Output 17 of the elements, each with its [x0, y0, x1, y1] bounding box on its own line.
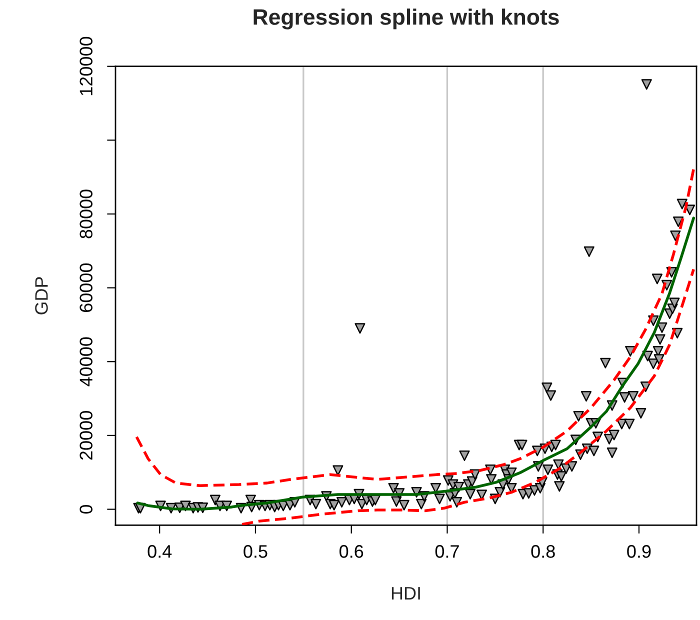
x-tick-label: 0.6 [340, 545, 364, 558]
y-tick-label: 20000 [80, 411, 92, 460]
y-tick-label: 80000 [80, 190, 92, 238]
y-tick-label: 60000 [80, 263, 92, 312]
y-tick-label: 0 [80, 504, 92, 514]
y-tick-label: 40000 [80, 337, 92, 386]
x-tick-label: 0.5 [244, 545, 268, 558]
x-axis-title: HDI [392, 587, 420, 600]
x-tick-label: 0.8 [531, 545, 555, 558]
x-tick-label: 0.7 [435, 545, 459, 558]
line-series [240, 268, 696, 526]
x-tick-label: 0.4 [148, 545, 172, 558]
line-series [135, 168, 696, 488]
x-tick-label: 0.9 [627, 545, 651, 558]
chart-title: Regression spline with knots [254, 8, 559, 30]
y-axis-title: GDP [35, 277, 48, 314]
y-tick-label: 120000 [80, 36, 92, 96]
